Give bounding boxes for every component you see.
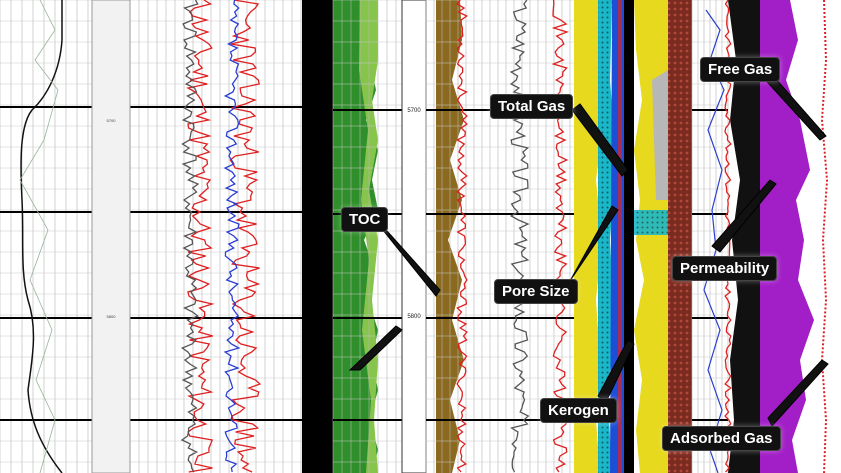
right-depth-track: [401, 0, 427, 473]
free-gas-track: [760, 0, 814, 473]
resistivity-curves: [180, 0, 262, 473]
depth-track: [91, 0, 131, 473]
right-red-curves: [455, 0, 732, 473]
free-gas-callout: Free Gas: [700, 57, 781, 82]
depth-label-5700: 5700: [107, 118, 117, 123]
permeability-callout: Permeability: [672, 256, 778, 281]
left-log-panel: 5700 5800: [0, 0, 302, 473]
right-depth-label-5800: 5800: [407, 314, 421, 320]
mid-grid: [425, 0, 574, 473]
red-dotted-curve: [820, 0, 829, 473]
pore-size-callout: Pore Size: [494, 279, 578, 304]
permeability-track: [668, 0, 692, 473]
right-log-panel: 5700 5800: [332, 0, 841, 473]
kerogen-callout: Kerogen: [540, 398, 617, 423]
secondary-curve-left: [19, 0, 59, 473]
adsorbed-gas-callout: Adsorbed Gas: [662, 426, 781, 451]
depth-label-5800: 5800: [107, 314, 117, 319]
toc-callout: TOC: [341, 207, 389, 232]
black-fill-track: [728, 0, 760, 473]
total-gas-callout: Total Gas: [490, 94, 574, 119]
gamma-ray-curve: [20, 0, 63, 473]
organic-track: [436, 0, 464, 473]
right-depth-label-5700: 5700: [407, 108, 421, 114]
